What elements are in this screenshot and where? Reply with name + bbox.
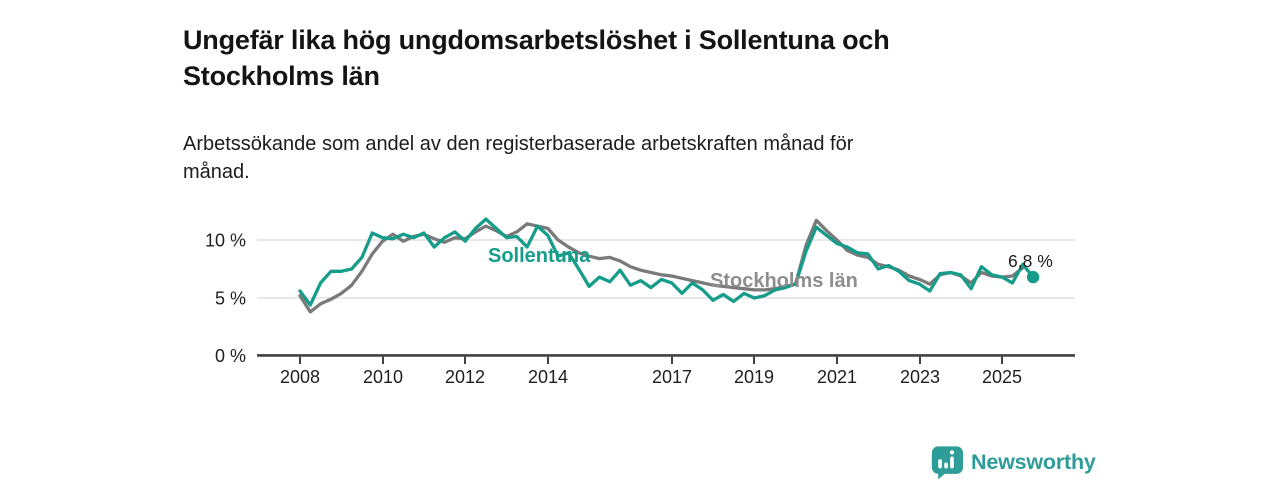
stockholms-lan-series-label: Stockholms län — [710, 270, 858, 292]
newsworthy-logo[interactable]: Newsworthy — [930, 444, 1096, 480]
x-axis-label-2008: 2008 — [280, 367, 320, 387]
series-end-dot — [1026, 270, 1040, 284]
y-axis-label-5: 5 % — [215, 289, 246, 309]
x-axis-label-2010: 2010 — [363, 367, 403, 387]
sollentuna-line — [298, 217, 1035, 307]
x-axis-label-2023: 2023 — [900, 367, 940, 387]
bar-2 — [944, 462, 948, 469]
newsworthy-logo-text: Newsworthy — [971, 449, 1096, 474]
x-axis-ticks — [299, 356, 1003, 364]
x-axis-label-2025: 2025 — [982, 367, 1022, 387]
y-axis-label-10: 10 % — [205, 231, 246, 251]
x-axis-label-2017: 2017 — [652, 367, 692, 387]
plot-layer — [298, 217, 1040, 314]
x-axis-label-2021: 2021 — [817, 367, 857, 387]
y-axis-label-0: 0 % — [215, 346, 246, 366]
x-axis-label-2014: 2014 — [528, 367, 568, 387]
x-axis-label-2012: 2012 — [445, 367, 485, 387]
speech-bubble-shape — [931, 446, 963, 480]
page-subtitle: Arbetssökande som andel av den registerb… — [183, 133, 854, 183]
page-title: Ungefär lika hög ungdomsarbetslöshet i S… — [183, 25, 890, 91]
x-axis-label-2019: 2019 — [734, 367, 774, 387]
bar-1 — [938, 459, 942, 469]
exclamation-dot — [949, 450, 955, 455]
bar-chart-speech-bubble-icon — [931, 446, 963, 480]
sollentuna-series-label: Sollentuna — [488, 245, 591, 267]
bar-3 — [950, 456, 954, 469]
last-value-annotation: 6,8 % — [1008, 251, 1053, 271]
